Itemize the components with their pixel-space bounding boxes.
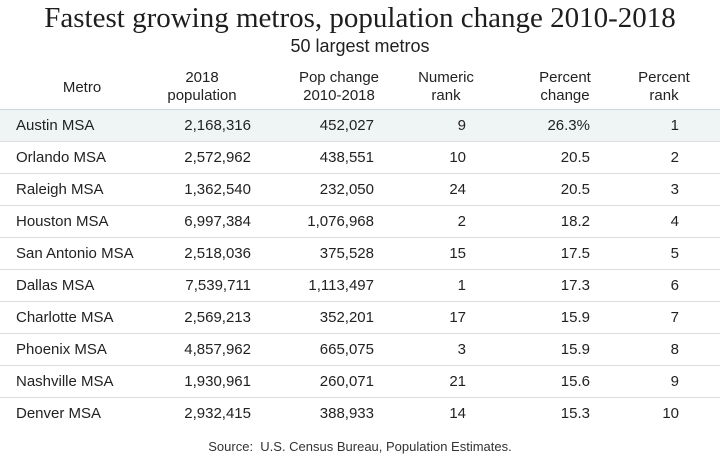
cell-population-2018: 1,930,961 [184, 373, 251, 390]
cell-percent-rank: 1 [670, 117, 679, 134]
cell-percent-change: 15.3 [560, 405, 590, 422]
cell-pop-change: 1,076,968 [307, 213, 374, 230]
cell-numeric-rank: 14 [449, 405, 466, 422]
table-row: Houston MSA 6,997,384 1,076,968 2 18.2 4 [0, 205, 720, 237]
cell-numeric-rank: 3 [457, 341, 466, 358]
chart-subtitle: 50 largest metros [290, 36, 430, 56]
header-metro-line: Metro [62, 79, 102, 96]
table-row: Denver MSA 2,932,415 388,933 14 15.3 10 [0, 397, 720, 429]
cell-pop-change: 665,075 [319, 341, 374, 358]
cell-population-2018: 7,539,711 [185, 277, 251, 294]
table-row: Orlando MSA 2,572,962 438,551 10 20.5 2 [0, 141, 720, 173]
table-row: San Antonio MSA 2,518,036 375,528 15 17.5 5 [0, 237, 720, 269]
cell-percent-rank: 3 [670, 181, 679, 198]
cell-pop-change: 232,050 [319, 181, 374, 198]
cell-numeric-rank: 9 [457, 117, 466, 134]
table-row: Phoenix MSA 4,857,962 665,075 3 15.9 8 [0, 333, 720, 365]
table-row: Raleigh MSA 1,362,540 232,050 24 20.5 3 [0, 173, 720, 205]
header-population-2018-line: population [167, 87, 237, 104]
cell-metro: Phoenix MSA [16, 341, 107, 358]
cell-pop-change: 260,071 [319, 373, 374, 390]
cell-percent-change: 17.5 [560, 245, 590, 262]
cell-population-2018: 2,518,036 [184, 245, 251, 262]
source-note: Source: U.S. Census Bureau, Population E… [208, 439, 512, 454]
table-row: Nashville MSA 1,930,961 260,071 21 15.6 9 [0, 365, 720, 397]
table-body: Austin MSA 2,168,316 452,027 9 26.3% 1 Orlando… [0, 109, 720, 429]
header-percent-change: Percent change [520, 69, 610, 105]
cell-percent-change: 15.9 [560, 341, 590, 358]
cell-population-2018: 2,932,415 [184, 405, 251, 422]
cell-population-2018: 2,168,316 [184, 117, 251, 134]
header-percent-change-line: Percent [539, 69, 591, 86]
cell-metro: Austin MSA [16, 117, 95, 134]
cell-percent-rank: 8 [670, 341, 679, 358]
header-numeric-rank-line: Numeric [418, 69, 474, 86]
cell-percent-change: 15.9 [560, 309, 590, 326]
cell-numeric-rank: 17 [449, 309, 466, 326]
cell-percent-change: 26.3% [547, 117, 590, 134]
cell-numeric-rank: 1 [457, 277, 466, 294]
cell-numeric-rank: 2 [457, 213, 466, 230]
cell-percent-rank: 5 [670, 245, 679, 262]
cell-population-2018: 6,997,384 [184, 213, 251, 230]
cell-percent-rank: 6 [670, 277, 679, 294]
cell-pop-change: 388,933 [319, 405, 374, 422]
header-population-2018-line: 2018 [185, 69, 219, 86]
table-header: Metro 2018 population Pop change 2010-2018 Nu… [0, 66, 720, 109]
cell-numeric-rank: 24 [449, 181, 466, 198]
cell-numeric-rank: 15 [449, 245, 466, 262]
header-percent-rank: Percent rank [624, 69, 704, 105]
cell-pop-change: 438,551 [319, 149, 374, 166]
cell-metro: Houston MSA [16, 213, 109, 230]
cell-metro: Dallas MSA [16, 277, 95, 294]
table-row: Austin MSA 2,168,316 452,027 9 26.3% 1 [0, 109, 720, 141]
cell-population-2018: 2,569,213 [184, 309, 251, 326]
table-row: Dallas MSA 7,539,711 1,113,497 1 17.3 6 [0, 269, 720, 301]
cell-population-2018: 2,572,962 [184, 149, 251, 166]
cell-percent-rank: 10 [662, 405, 679, 422]
cell-percent-change: 20.5 [560, 149, 590, 166]
cell-population-2018: 4,857,962 [184, 341, 251, 358]
header-pop-change-line: 2010-2018 [303, 87, 375, 104]
chart-title: Fastest growing metros, population chang… [44, 2, 676, 34]
data-table: Metro 2018 population Pop change 2010-2018 Nu… [0, 66, 720, 429]
cell-pop-change: 452,027 [319, 117, 374, 134]
cell-metro: Nashville MSA [16, 373, 114, 390]
cell-numeric-rank: 21 [449, 373, 466, 390]
cell-pop-change: 352,201 [319, 309, 374, 326]
cell-pop-change: 375,528 [319, 245, 374, 262]
header-numeric-rank-line: rank [431, 87, 461, 104]
header-numeric-rank: Numeric rank [404, 69, 488, 105]
cell-pop-change: 1,113,497 [308, 277, 374, 294]
header-percent-change-line: change [540, 87, 590, 104]
cell-population-2018: 1,362,540 [184, 181, 251, 198]
cell-metro: Charlotte MSA [16, 309, 114, 326]
header-percent-rank-line: Percent [638, 69, 690, 86]
cell-metro: Orlando MSA [16, 149, 107, 166]
cell-percent-rank: 2 [670, 149, 679, 166]
cell-metro: Raleigh MSA [16, 181, 104, 198]
cell-percent-change: 15.6 [560, 373, 590, 390]
cell-percent-change: 20.5 [560, 181, 590, 198]
cell-metro: Denver MSA [16, 405, 102, 422]
cell-percent-change: 17.3 [560, 277, 590, 294]
cell-percent-change: 18.2 [560, 213, 590, 230]
header-pop-change-line: Pop change [298, 69, 380, 86]
cell-metro: San Antonio MSA [16, 245, 134, 262]
cell-percent-rank: 9 [670, 373, 679, 390]
header-population-2018: 2018 population [150, 69, 254, 105]
header-percent-rank-line: rank [649, 87, 679, 104]
cell-percent-rank: 7 [670, 309, 679, 326]
cell-percent-rank: 4 [670, 213, 679, 230]
cell-numeric-rank: 10 [449, 149, 466, 166]
table-row: Charlotte MSA 2,569,213 352,201 17 15.9 7 [0, 301, 720, 333]
header-pop-change: Pop change 2010-2018 [284, 69, 394, 105]
header-metro: Metro [40, 79, 124, 97]
